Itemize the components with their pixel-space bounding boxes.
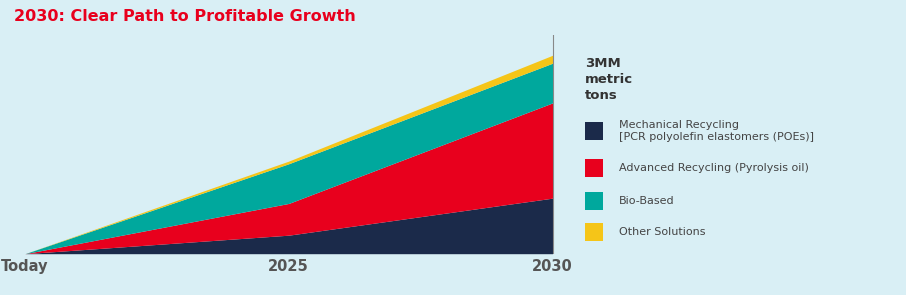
Text: 2030: Clear Path to Profitable Growth: 2030: Clear Path to Profitable Growth: [14, 9, 355, 24]
Text: Advanced Recycling (Pyrolysis oil): Advanced Recycling (Pyrolysis oil): [620, 163, 809, 173]
FancyBboxPatch shape: [585, 122, 602, 140]
Text: 3MM
metric
tons: 3MM metric tons: [585, 57, 633, 102]
FancyBboxPatch shape: [585, 192, 602, 210]
Text: Bio-Based: Bio-Based: [620, 196, 675, 206]
FancyBboxPatch shape: [585, 159, 602, 177]
FancyBboxPatch shape: [585, 223, 602, 241]
Text: Other Solutions: Other Solutions: [620, 227, 706, 237]
Text: Mechanical Recycling
[PCR polyolefin elastomers (POEs)]: Mechanical Recycling [PCR polyolefin ela…: [620, 120, 814, 142]
